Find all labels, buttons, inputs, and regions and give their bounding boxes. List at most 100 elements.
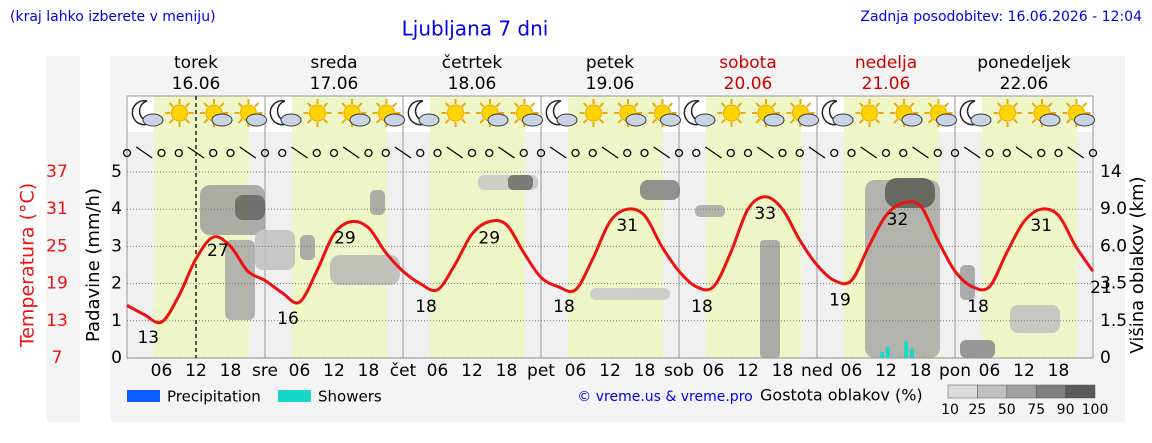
x-tick-label: 06	[565, 361, 587, 381]
sun-ray	[530, 102, 536, 108]
temp-tick-label: 13	[46, 311, 68, 331]
calm	[623, 148, 632, 158]
sun-ray	[927, 118, 933, 124]
temp-label: 29	[478, 229, 500, 249]
cloud-legend-level: 25	[968, 402, 986, 418]
precip-tick-label: 5	[111, 162, 122, 182]
cloud-legend-swatch	[1035, 384, 1066, 399]
x-tick-label: 06	[979, 361, 1001, 381]
x-tick-label: 12	[323, 361, 345, 381]
calm	[329, 148, 339, 158]
temp-label: 19	[829, 291, 851, 311]
cloud	[418, 113, 440, 127]
barb	[756, 146, 774, 159]
sun	[999, 104, 1016, 122]
cloud	[970, 113, 992, 127]
sun-ray	[1013, 118, 1019, 124]
sun-ray	[168, 118, 174, 124]
precip-bar	[885, 346, 890, 358]
temp-label: 27	[207, 241, 229, 261]
calm	[795, 148, 804, 158]
barb	[342, 146, 360, 159]
cloud-tick-label: 6.0	[1100, 236, 1127, 256]
day-name: sreda	[310, 53, 357, 73]
x-tick-label: 18	[910, 361, 932, 381]
cloud	[142, 113, 164, 127]
sun-ray	[461, 102, 467, 108]
sun-ray	[858, 118, 864, 124]
x-tick-label: 12	[185, 361, 207, 381]
cloud	[556, 113, 578, 127]
cloud	[1074, 113, 1095, 127]
x-tick-label: sob	[664, 361, 694, 381]
x-tick-label: sre	[252, 361, 278, 381]
precip-tick-label: 0	[111, 348, 122, 368]
sun-ray	[254, 102, 260, 108]
day-date: 22.06	[1000, 74, 1049, 94]
temperature-line	[126, 195, 1095, 325]
calm	[278, 148, 287, 158]
sun-ray	[495, 102, 501, 108]
sun-ray	[633, 102, 639, 108]
sun-ray	[789, 102, 795, 108]
calm	[1088, 148, 1098, 158]
temp-label: 18	[553, 297, 575, 317]
cloud	[832, 113, 854, 127]
calm	[933, 148, 942, 158]
calm	[226, 148, 235, 158]
barb	[291, 146, 308, 159]
x-tick-label: 18	[496, 361, 518, 381]
sun-ray	[444, 102, 450, 108]
cloud	[660, 113, 681, 127]
sun-ray	[755, 102, 761, 108]
temp-tick-label: 31	[46, 199, 68, 219]
x-tick-label: 18	[634, 361, 656, 381]
calm	[1054, 148, 1063, 158]
cloud-density	[200, 175, 1060, 358]
calm	[536, 148, 546, 158]
precip-tick-label: 2	[111, 274, 122, 294]
cloud	[936, 113, 957, 127]
sun-ray	[306, 118, 312, 124]
x-tick-label: 18	[358, 361, 380, 381]
location-hint: (kraj lahko izberete v meniju)	[10, 9, 216, 25]
sun-ray	[444, 118, 450, 124]
sun-ray	[1082, 102, 1088, 108]
cloud	[246, 113, 267, 127]
sun	[585, 104, 602, 122]
calm	[950, 148, 960, 158]
sun-ray	[237, 118, 243, 124]
sun-ray	[479, 118, 485, 124]
x-tick-label: ned	[801, 361, 833, 381]
cloud-legend-swatch	[977, 384, 1008, 399]
calm	[519, 148, 528, 158]
x-tick-label: 06	[427, 361, 449, 381]
barb	[860, 146, 878, 159]
sun-ray	[599, 102, 605, 108]
sun-ray	[375, 102, 381, 108]
sun-ray	[617, 102, 623, 108]
x-tick-label: 12	[1013, 361, 1035, 381]
barb	[912, 146, 929, 159]
barb	[963, 146, 981, 159]
cloud	[280, 113, 302, 127]
temp-tick-label: 37	[46, 162, 68, 182]
calm	[381, 148, 390, 158]
calm	[485, 148, 494, 158]
x-tick-label: 18	[772, 361, 794, 381]
calm	[416, 148, 425, 158]
sun-ray	[1031, 102, 1037, 108]
barb	[498, 146, 515, 159]
temp-label: 32	[887, 210, 909, 230]
barb	[601, 146, 619, 159]
day-name: četrtek	[442, 53, 503, 73]
cloud-legend-level: 100	[1082, 402, 1109, 418]
precip-bar	[904, 341, 909, 358]
sun-ray	[237, 102, 243, 108]
cloud-tick-label: 3.5	[1100, 274, 1127, 294]
sun-ray	[582, 102, 588, 108]
x-tick-label: 06	[703, 361, 725, 381]
sun	[861, 104, 878, 122]
barb	[135, 146, 153, 159]
